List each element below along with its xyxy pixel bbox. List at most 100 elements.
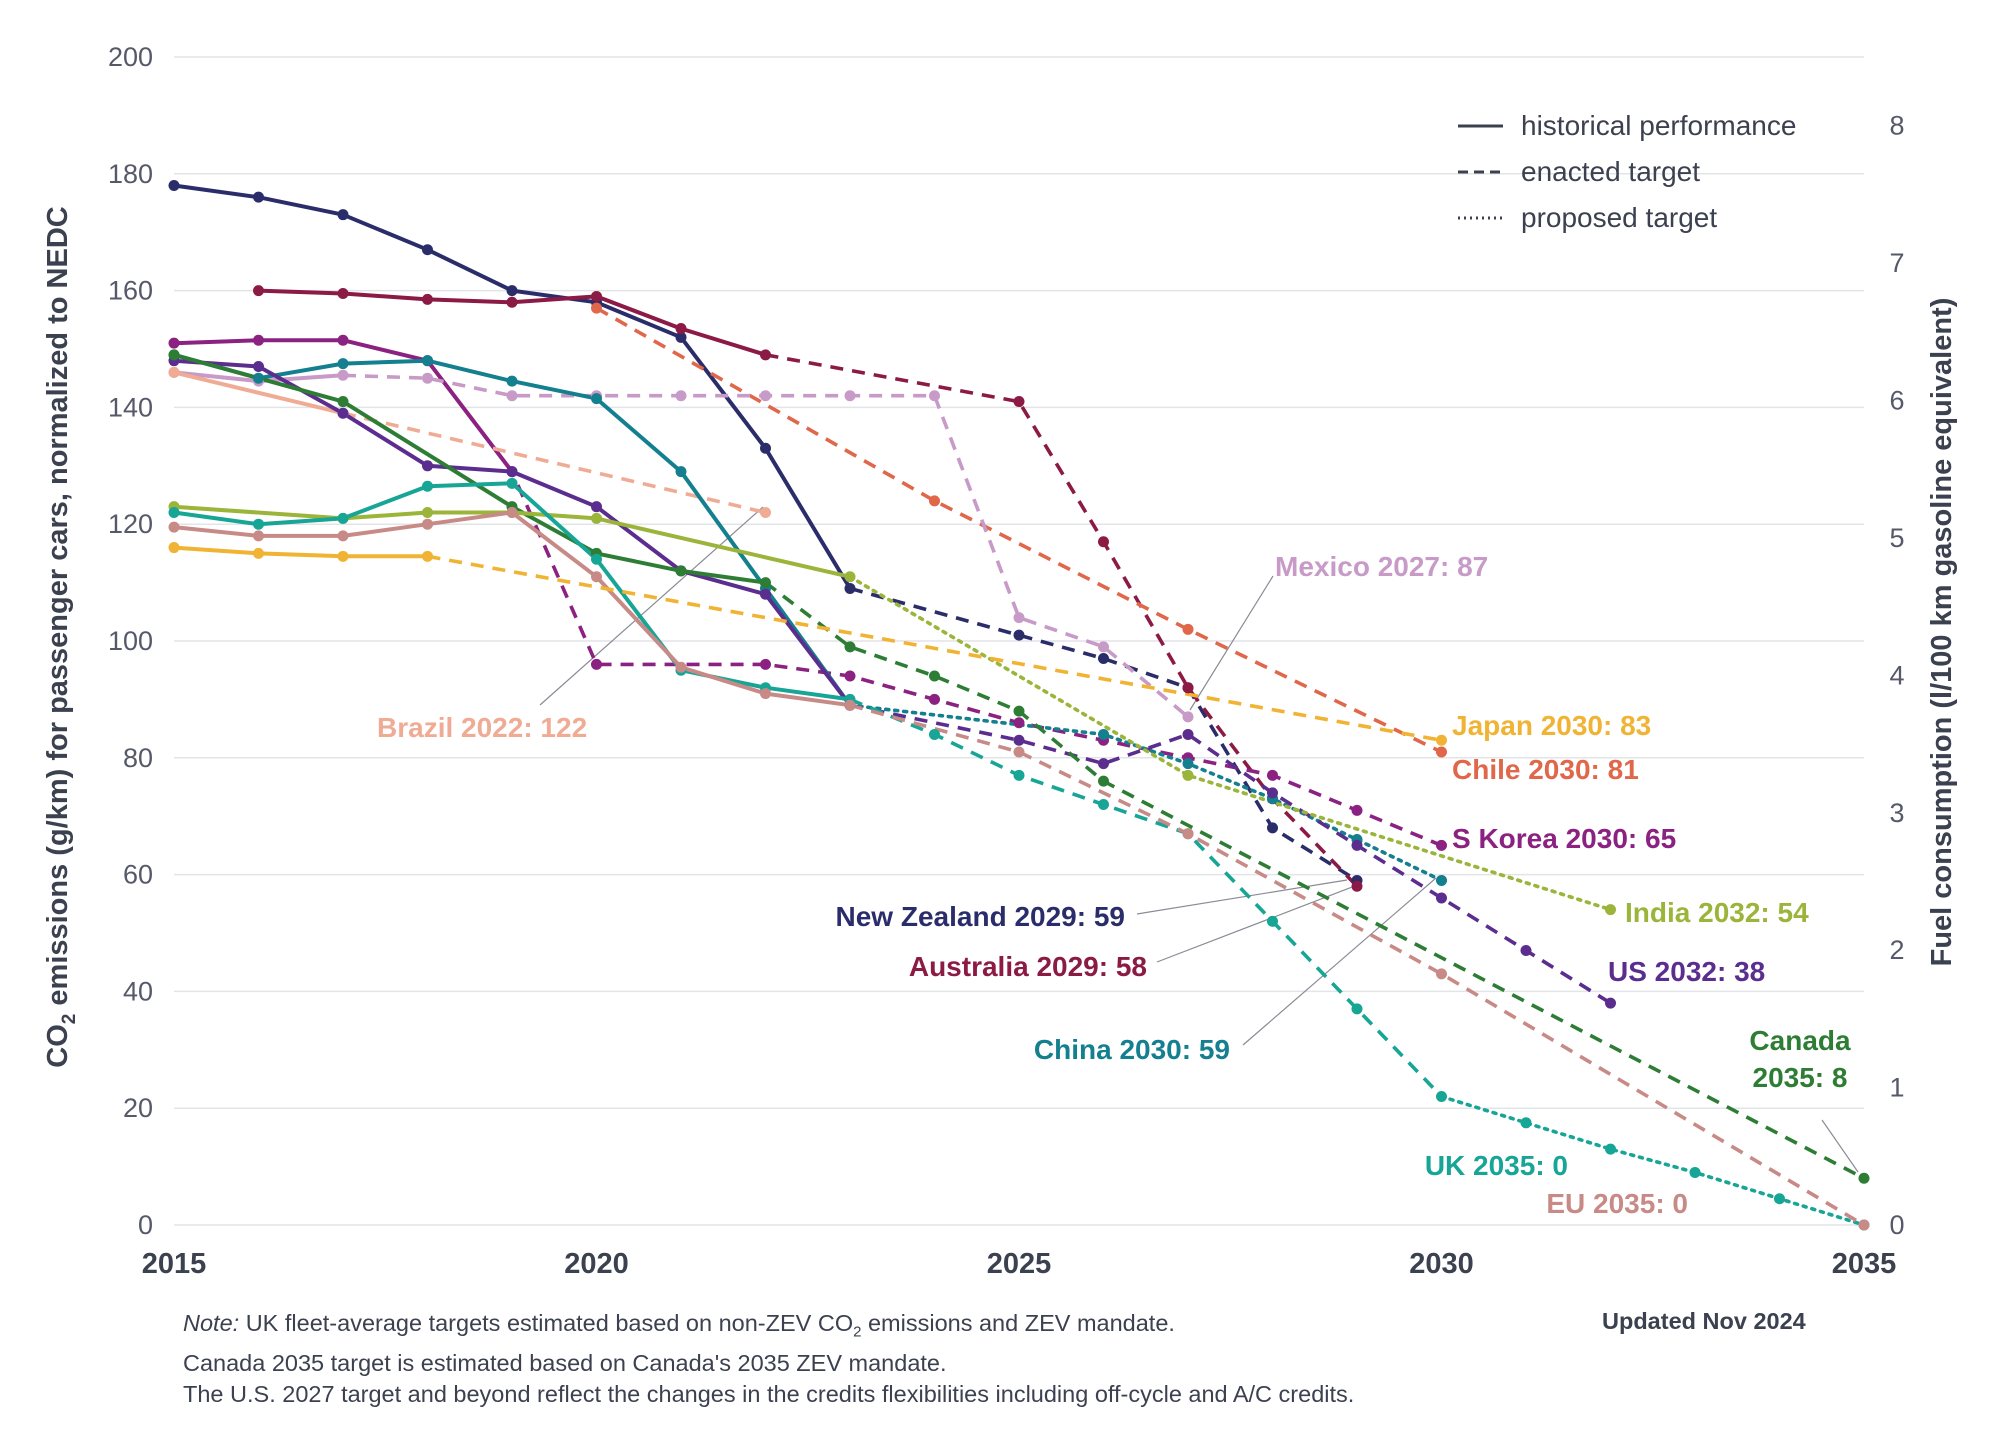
y-axis-title: CO2 emissions (g/km) for passenger cars,… [42,206,80,1068]
callout-labels: Mexico 2027: 87 Brazil 2022: 122 Japan 203… [377,551,1851,1219]
leader-mexico [1189,575,1274,711]
point-new-zealand-2018 [422,244,433,256]
line-japan-enacted [427,554,1442,743]
callout-us: US 2032: 38 [1608,956,1765,987]
point-eu-2030 [1436,968,1447,980]
note-line1-sub: 2 [853,1323,862,1341]
legend-label-enacted: enacted target [1521,156,1700,187]
line-eu-historical [172,510,852,708]
point-us-2016 [253,361,264,373]
point-canada-2025 [1013,705,1025,717]
line-us-historical [172,358,852,708]
callout-india: India 2032: 54 [1625,897,1809,928]
y2-tick-0: 0 [1889,1210,1904,1240]
point-brazil-2022 [760,507,771,519]
line-india-proposed [848,574,1613,912]
y2-axis-title: Fuel consumption (l/100 km gasoline equi… [1926,298,1958,967]
point-india-2018 [422,507,433,519]
y2-tick-8: 8 [1889,111,1904,141]
point-uk-2028 [1267,915,1278,927]
point-mexico-2018 [422,372,433,384]
y-tick-100: 100 [108,626,153,656]
point-mexico-2025 [1013,612,1025,624]
point-s-korea-2017 [337,334,349,346]
x-tick-2015: 2015 [142,1248,207,1280]
point-uk-2017 [337,512,349,524]
point-new-zealand-2022 [760,442,771,454]
point-s-korea-2020 [591,658,602,670]
line-chile-enacted [595,306,1443,754]
point-canada-2021 [675,565,687,577]
point-canada-2023 [844,641,856,653]
y2-tick-4: 4 [1889,660,1904,690]
point-new-zealand-2019 [506,285,518,297]
gridlines [174,56,1864,1226]
point-us-2029 [1351,839,1363,851]
line-s-korea-enacted [426,359,1443,848]
callout-china: China 2030: 59 [1034,1034,1230,1065]
line-canada-enacted [764,581,1865,1180]
callout-canada: Canada 2035: 8 [1749,1025,1851,1093]
point-india-2027 [1182,769,1194,781]
callout-brazil: Brazil 2022: 122 [377,712,587,743]
point-australia-2018 [422,293,433,305]
point-us-2032 [1605,997,1616,1009]
point-eu-2015 [168,521,180,533]
point-chile-2030 [1436,746,1447,758]
callout-australia: Australia 2029: 58 [909,951,1147,982]
point-china-2030 [1436,874,1447,886]
point-australia-2019 [506,296,518,308]
line-japan-historical [172,545,430,559]
point-eu-2018 [422,518,433,530]
point-chile-2024 [929,495,940,507]
footnote-line-2: Canada 2035 target is estimated based on… [183,1349,947,1376]
point-mexico-2026 [1098,641,1109,653]
point-china-2019 [506,375,518,387]
point-uk-2032 [1605,1143,1616,1155]
line-brazil-historical [172,370,345,416]
point-eu-2021 [675,661,687,673]
point-japan-2016 [253,547,264,559]
series-points [168,179,1870,1231]
x-tick-2025: 2025 [987,1248,1052,1280]
point-australia-2027 [1182,682,1194,694]
point-australia-2016 [253,285,264,297]
legend-label-historical: historical performance [1521,110,1796,141]
point-australia-2022 [760,349,771,361]
point-mexico-2021 [675,390,687,402]
callout-new-zealand: New Zealand 2029: 59 [836,901,1125,932]
footnote-line-3: The U.S. 2027 target and beyond reflect … [183,1380,1355,1407]
point-japan-2015 [168,542,180,554]
point-us-2030 [1436,892,1447,904]
point-uk-2030 [1436,1091,1447,1103]
y2-tick-7: 7 [1889,248,1904,278]
point-japan-2017 [337,550,349,562]
y-tick-20: 20 [123,1093,153,1123]
point-mexico-2027 [1182,711,1194,723]
point-uk-2015 [168,507,180,519]
leader-brazil [539,506,764,706]
point-new-zealand-2015 [168,179,180,191]
point-mexico-2022 [760,390,771,402]
point-eu-2023 [844,699,856,711]
point-canada-2026 [1098,775,1109,787]
point-australia-2029 [1351,880,1363,892]
point-japan-2018 [422,550,433,562]
point-s-korea-2028 [1267,769,1278,781]
y-tick-40: 40 [123,976,153,1006]
point-s-korea-2029 [1351,804,1363,816]
point-mexico-2023 [844,390,856,402]
point-eu-2035 [1858,1219,1870,1231]
point-uk-2016 [253,518,264,530]
point-china-2018 [422,355,433,367]
point-new-zealand-2028 [1267,822,1278,834]
point-mexico-2019 [506,390,518,402]
callout-chile: Chile 2030: 81 [1452,754,1639,785]
y2-axis-ticks: 0 1 2 3 4 5 6 7 8 [1889,111,1904,1240]
point-s-korea-2030 [1436,839,1447,851]
point-uk-2026 [1098,799,1109,811]
point-china-2026 [1098,728,1109,740]
point-canada-2024 [929,670,940,682]
line-australia-enacted [765,353,1359,888]
